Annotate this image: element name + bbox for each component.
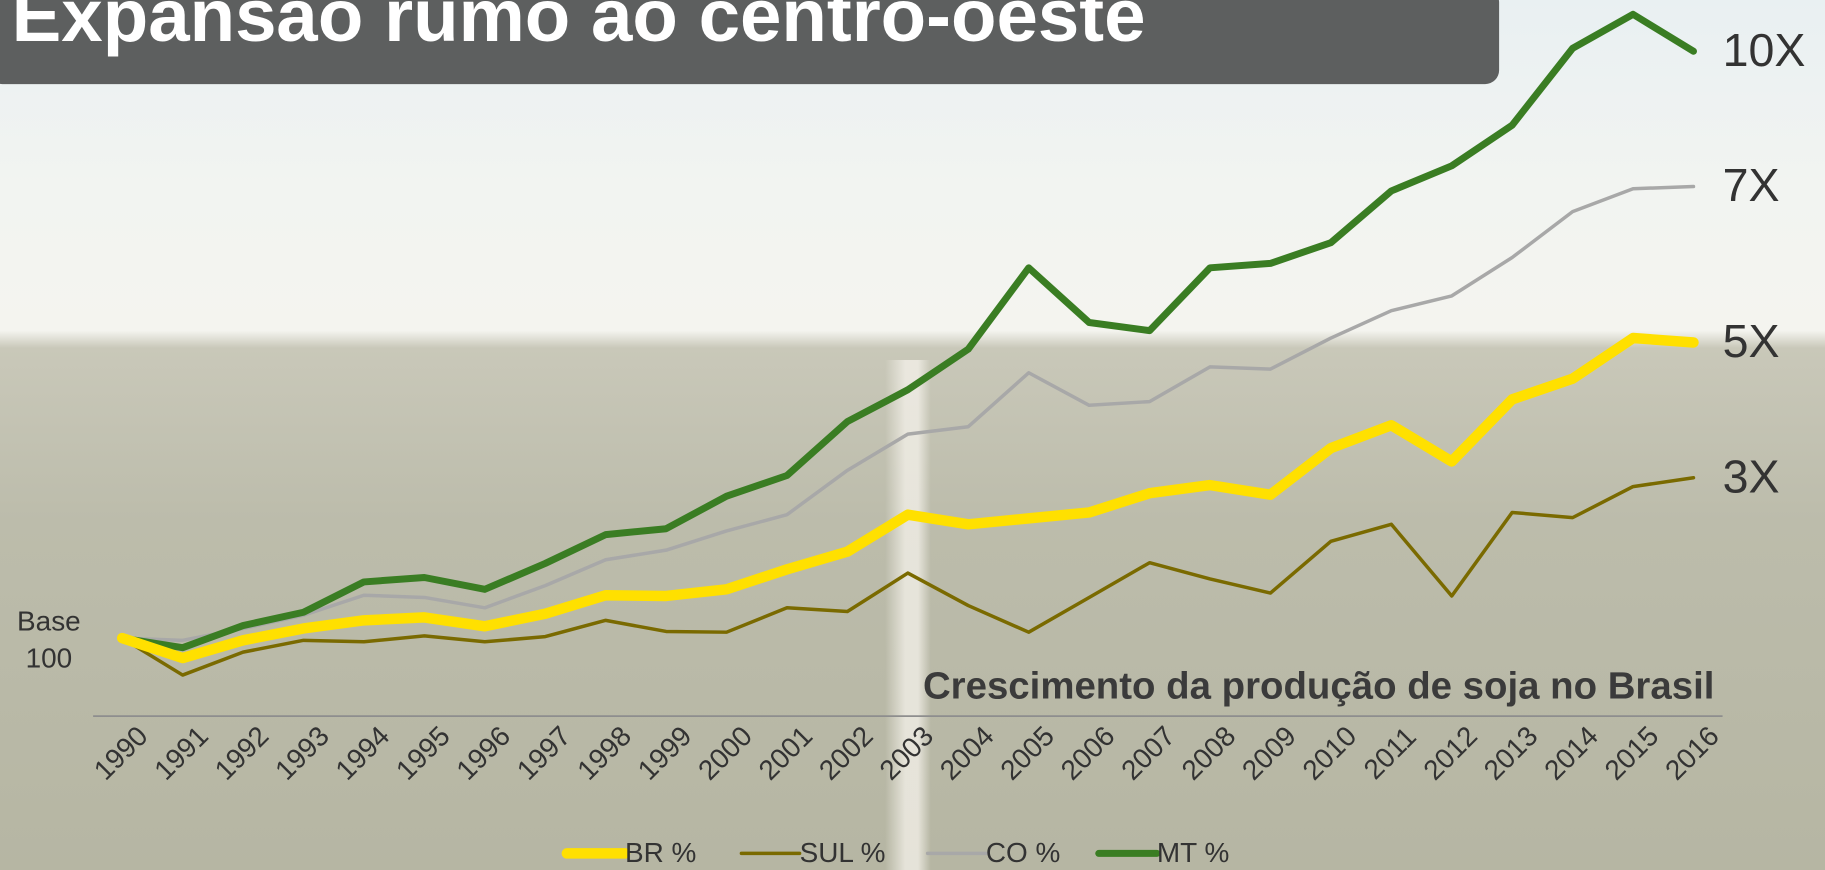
legend-item: CO %: [928, 837, 1061, 868]
series-line: [122, 14, 1693, 647]
end-label: 3X: [1723, 450, 1780, 502]
x-tick-label: 2008: [1176, 720, 1242, 786]
series-line: [122, 478, 1693, 675]
end-label: 5X: [1723, 315, 1780, 367]
x-tick-label: 2016: [1659, 720, 1725, 786]
x-tick-label: 1991: [148, 720, 214, 786]
chart: Expansão rumo ao centro-oeste Cresciment…: [0, 0, 1825, 870]
end-label: 10X: [1723, 24, 1806, 76]
x-tick-label: 2007: [1115, 720, 1181, 786]
base-label: 100: [26, 643, 73, 674]
x-tick-label: 2010: [1296, 720, 1362, 786]
x-tick-label: 2014: [1538, 720, 1604, 786]
x-tick-label: 1993: [269, 720, 335, 786]
x-tick-label: 2004: [934, 720, 1000, 786]
x-tick-label: 1997: [511, 720, 577, 786]
x-tick-label: 2015: [1599, 720, 1665, 786]
base-label: Base: [17, 605, 81, 636]
x-tick-label: 2001: [753, 720, 819, 786]
x-tick-label: 2003: [873, 720, 939, 786]
x-tick-label: 2009: [1236, 720, 1302, 786]
x-tick-label: 1990: [88, 720, 154, 786]
chart-subtitle: Crescimento da produção de soja no Brasi…: [923, 664, 1714, 707]
legend-label: SUL %: [800, 837, 886, 868]
x-tick-label: 2012: [1417, 720, 1483, 786]
x-tick-label: 2000: [692, 720, 758, 786]
chart-title: Expansão rumo ao centro-oeste: [12, 0, 1146, 57]
end-label: 7X: [1723, 159, 1780, 211]
legend-item: SUL %: [741, 837, 885, 868]
legend-item: BR %: [567, 837, 697, 868]
page: Expansão rumo ao centro-oeste Cresciment…: [0, 0, 1825, 870]
x-tick-label: 1992: [209, 720, 275, 786]
x-tick-label: 2002: [813, 720, 879, 786]
legend-item: MT %: [1099, 837, 1230, 868]
x-tick-label: 2013: [1478, 720, 1544, 786]
x-tick-label: 1998: [571, 720, 637, 786]
legend-label: MT %: [1157, 837, 1229, 868]
x-tick-label: 1995: [390, 720, 456, 786]
x-tick-label: 2006: [1055, 720, 1121, 786]
x-tick-label: 1999: [632, 720, 698, 786]
legend-label: CO %: [986, 837, 1060, 868]
x-tick-label: 2005: [994, 720, 1060, 786]
legend-label: BR %: [625, 837, 696, 868]
x-tick-label: 1994: [330, 720, 396, 786]
x-tick-label: 2011: [1358, 721, 1422, 785]
x-tick-label: 1996: [450, 720, 516, 786]
